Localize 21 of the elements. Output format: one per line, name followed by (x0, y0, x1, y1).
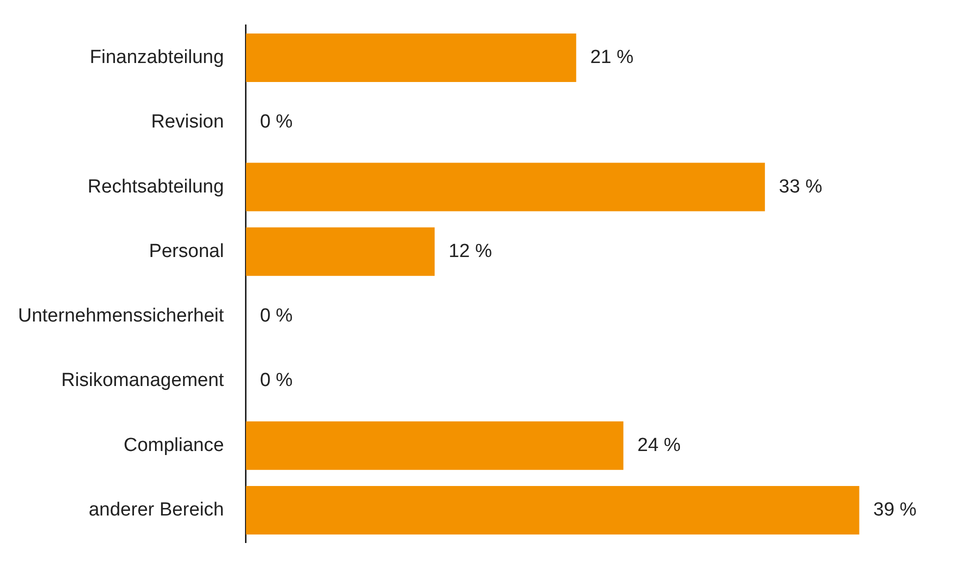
y-tick-label: Unternehmenssicherheit (18, 306, 225, 327)
bar (246, 486, 860, 535)
y-tick-label: Personal (148, 240, 224, 262)
data-label: 39 % (873, 500, 917, 521)
y-tick-label: Revision (151, 112, 224, 133)
bar (246, 421, 624, 470)
data-label: 0 % (260, 306, 293, 327)
data-label: 12 % (448, 240, 492, 262)
data-label: 0 % (260, 112, 293, 133)
bar (246, 227, 435, 276)
bar (246, 33, 576, 82)
data-label: 0 % (260, 370, 293, 392)
data-label: 33 % (778, 176, 822, 198)
y-tick-label: Compliance (124, 434, 224, 456)
y-tick-label: Rechtsabteilung (88, 176, 224, 198)
data-label: 24 % (637, 434, 681, 456)
y-tick-label: Risikomanagement (61, 370, 225, 392)
bar (246, 162, 765, 212)
y-tick-label: Finanzabteilung (90, 46, 224, 68)
y-tick-label: anderer Bereich (88, 500, 224, 521)
data-label: 21 % (590, 46, 634, 68)
